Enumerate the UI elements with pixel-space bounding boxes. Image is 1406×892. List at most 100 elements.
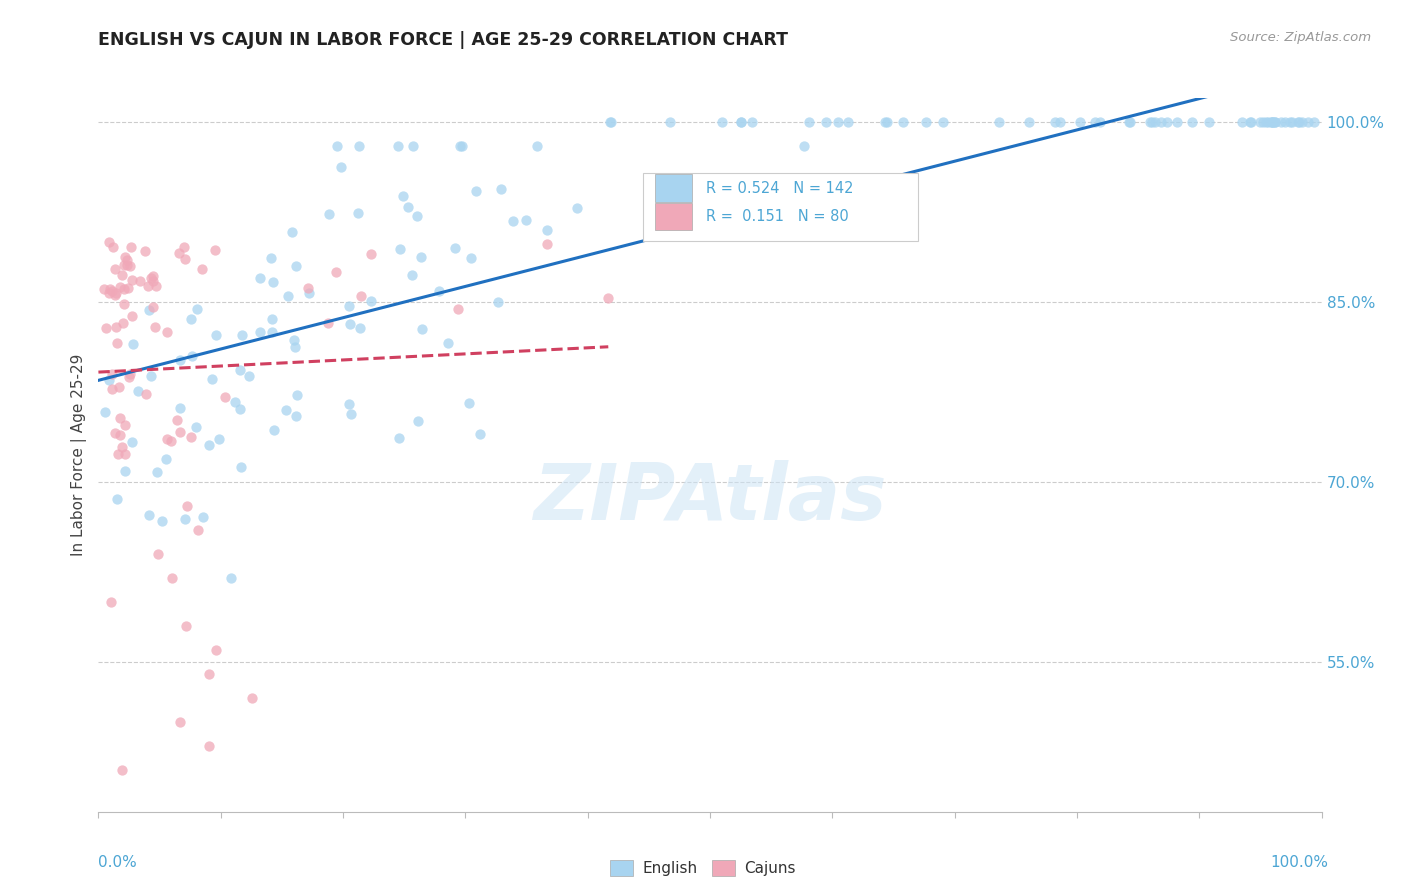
Point [1264, 115, 1286, 129]
Point [205, 327, 228, 342]
Point [103, 240, 125, 254]
Point [174, 619, 197, 633]
Point [876, 115, 898, 129]
Point [105, 336, 128, 351]
Point [184, 419, 207, 434]
Point [316, 316, 339, 330]
Point [135, 387, 157, 401]
Point [1274, 115, 1296, 129]
Point [1270, 115, 1292, 129]
Point [502, 214, 524, 228]
Point [1043, 115, 1066, 129]
Point [1090, 115, 1112, 129]
Point [104, 320, 127, 334]
Point [94, 320, 117, 334]
Point [406, 414, 429, 428]
Point [146, 547, 169, 561]
Point [283, 334, 305, 348]
Point [285, 388, 308, 402]
Point [114, 258, 136, 272]
Point [93, 282, 115, 296]
Point [1118, 115, 1140, 129]
Point [120, 259, 142, 273]
Point [191, 510, 214, 524]
Point [1140, 115, 1163, 129]
Point [1240, 115, 1263, 129]
Point [229, 401, 252, 416]
Point [260, 325, 283, 339]
FancyBboxPatch shape [655, 203, 692, 230]
Text: 100.0%: 100.0% [1271, 855, 1329, 870]
FancyBboxPatch shape [655, 175, 692, 202]
Point [565, 202, 588, 216]
Point [298, 286, 321, 301]
Point [167, 245, 190, 260]
Point [932, 115, 955, 129]
Point [1049, 115, 1071, 129]
Point [741, 115, 763, 129]
Point [388, 431, 411, 445]
Point [173, 252, 195, 266]
Text: ENGLISH VS CAJUN IN LABOR FORCE | AGE 25-29 CORRELATION CHART: ENGLISH VS CAJUN IN LABOR FORCE | AGE 25… [98, 31, 789, 49]
Point [97, 235, 120, 250]
Point [101, 367, 124, 381]
Point [156, 325, 179, 339]
Point [891, 115, 914, 129]
Point [1239, 115, 1261, 129]
Point [93, 404, 115, 418]
Point [1291, 115, 1313, 129]
Point [451, 139, 474, 153]
Point [100, 383, 122, 397]
Point [349, 320, 371, 334]
Point [249, 271, 271, 285]
Point [114, 417, 136, 432]
Point [100, 595, 122, 609]
Point [198, 438, 221, 452]
Point [142, 268, 165, 283]
Point [793, 139, 815, 153]
Point [238, 368, 260, 383]
Point [449, 139, 471, 153]
Point [114, 447, 136, 461]
Point [1018, 115, 1040, 129]
Point [360, 246, 382, 260]
Point [1296, 115, 1319, 129]
Point [437, 335, 460, 350]
Point [388, 242, 411, 256]
Point [107, 446, 129, 460]
Point [401, 268, 423, 283]
Point [599, 115, 621, 129]
Point [108, 280, 131, 294]
Point [600, 115, 623, 129]
Point [1084, 115, 1107, 129]
Point [340, 407, 363, 421]
Point [406, 209, 429, 223]
Point [138, 508, 160, 522]
Point [143, 320, 166, 334]
Point [112, 297, 135, 311]
Text: R =  0.151   N = 80: R = 0.151 N = 80 [706, 209, 849, 224]
Legend: English, Cajuns: English, Cajuns [603, 855, 803, 882]
Point [112, 282, 135, 296]
Point [169, 425, 191, 439]
Point [139, 369, 162, 384]
Point [1150, 115, 1173, 129]
Point [240, 690, 263, 705]
Point [221, 571, 243, 585]
Point [276, 403, 298, 417]
Point [411, 250, 433, 264]
Point [111, 268, 134, 282]
Point [337, 299, 360, 313]
Text: Source: ZipAtlas.com: Source: ZipAtlas.com [1230, 31, 1371, 45]
Point [658, 115, 681, 129]
Point [1264, 115, 1286, 129]
Point [98, 282, 121, 296]
Point [118, 369, 141, 384]
Point [1281, 115, 1303, 129]
Point [108, 379, 131, 393]
Point [111, 440, 134, 454]
Point [458, 396, 481, 410]
Point [134, 244, 156, 259]
Point [204, 642, 226, 657]
Point [224, 395, 246, 409]
